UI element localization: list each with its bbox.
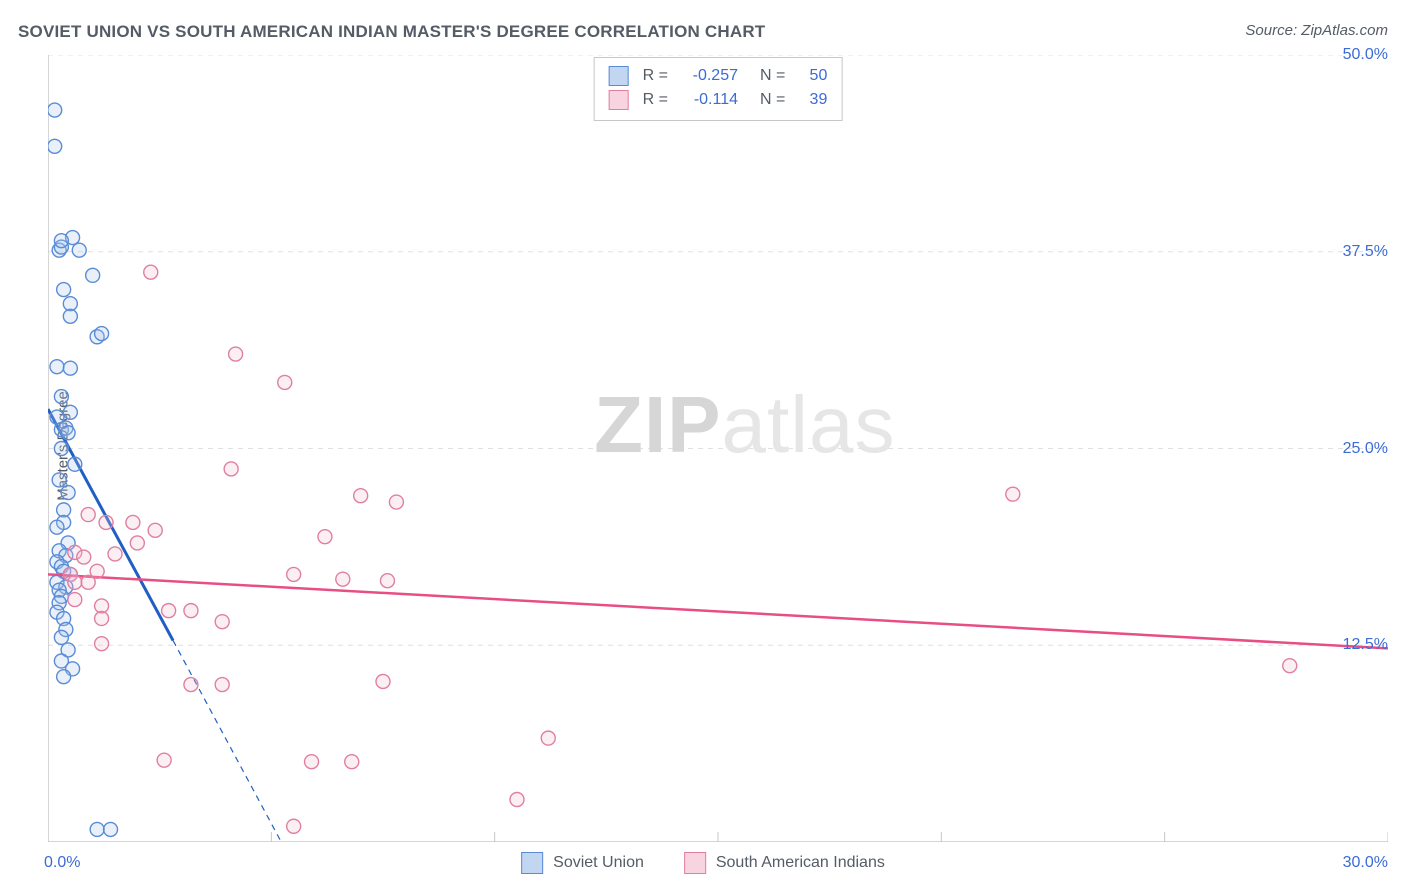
source-prefix: Source:	[1245, 22, 1301, 39]
chart-container: SOVIET UNION VS SOUTH AMERICAN INDIAN MA…	[0, 0, 1406, 892]
chart-svg	[48, 55, 1388, 842]
y-tick-label: 12.5%	[1343, 636, 1388, 654]
series-legend-item: South American Indians	[684, 852, 885, 874]
y-tick-label: 37.5%	[1343, 243, 1388, 261]
y-tick-label: 25.0%	[1343, 440, 1388, 458]
correlation-legend-row: R = -0.114 N = 39	[609, 88, 828, 112]
legend-n-value: 50	[799, 64, 827, 88]
series-legend-label: South American Indians	[716, 854, 885, 871]
series-legend: Soviet Union South American Indians	[521, 852, 885, 874]
series-legend-label: Soviet Union	[553, 854, 644, 871]
legend-n-value: 39	[799, 88, 827, 112]
source-name: ZipAtlas.com	[1301, 22, 1388, 39]
legend-r-value: -0.257	[682, 64, 738, 88]
legend-swatch	[684, 852, 706, 874]
plot-area: ZIPatlas R =-0.257N =50R =-0.114N =39	[48, 55, 1388, 842]
legend-r-value: -0.114	[682, 88, 738, 112]
y-tick-label: 50.0%	[1343, 46, 1388, 64]
chart-title: SOVIET UNION VS SOUTH AMERICAN INDIAN MA…	[18, 22, 765, 42]
x-tick-label: 30.0%	[1343, 854, 1388, 872]
source-label: Source: ZipAtlas.com	[1245, 22, 1388, 39]
legend-n-label: N =	[760, 88, 785, 112]
series-legend-item: Soviet Union	[521, 852, 644, 874]
correlation-legend: R = -0.257 N = 50 R = -0.114 N = 39	[594, 57, 843, 121]
x-tick-label: 0.0%	[44, 854, 80, 872]
legend-r-label: R =	[643, 64, 668, 88]
correlation-legend-row: R = -0.257 N = 50	[609, 64, 828, 88]
legend-swatch	[609, 90, 629, 110]
legend-swatch	[521, 852, 543, 874]
legend-r-label: R =	[643, 88, 668, 112]
legend-swatch	[609, 66, 629, 86]
legend-n-label: N =	[760, 64, 785, 88]
